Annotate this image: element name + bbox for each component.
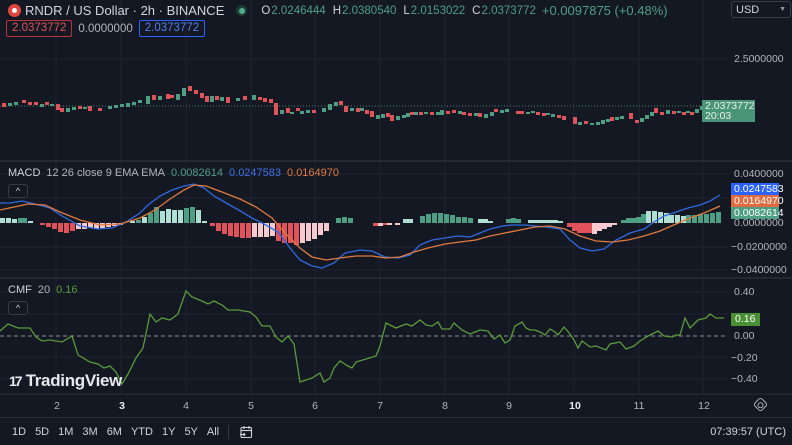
macd-axis-label: 0.0000000 — [734, 217, 784, 229]
last-price: 2.0373772 — [705, 100, 755, 112]
chevron-up-icon: ^ — [15, 303, 21, 313]
last-price-tag: 2.0373772 20:03 — [702, 100, 755, 122]
tradingview-wordmark: TradingView — [25, 371, 123, 390]
time-axis-label: 8 — [442, 400, 448, 412]
macd-legend[interactable]: MACD 12 26 close 9 EMA EMA 0.0082614 0.0… — [8, 167, 339, 179]
chevron-down-icon: ▼ — [779, 6, 786, 13]
sell-button[interactable]: 2.0373772 — [6, 20, 73, 37]
time-axis-label: 6 — [312, 400, 318, 412]
cmf-value-tag: 0.16 — [731, 313, 760, 326]
macd-line-value: 0.0247583 — [229, 167, 282, 179]
time-axis-label: 3 — [119, 400, 125, 412]
time-axis-label: 11 — [633, 400, 645, 412]
open-value: 2.0246444 — [271, 4, 326, 17]
cmf-params: 20 — [37, 284, 51, 296]
time-axis[interactable]: 2 3 4 5 6 7 8 9 10 11 12 — [0, 395, 792, 415]
macd-axis-label: −0.0400000 — [731, 264, 787, 276]
time-axis-label: 12 — [698, 400, 710, 412]
macd-collapse-button[interactable]: ^ — [8, 184, 28, 198]
toolbar-divider — [228, 424, 230, 439]
cmf-title: CMF — [8, 284, 32, 296]
range-3m-button[interactable]: 3M — [82, 425, 98, 438]
ohlc-values: O2.0246444 H2.0380540 L2.0153022 C2.0373… — [261, 5, 535, 17]
range-1d-button[interactable]: 1D — [12, 425, 27, 438]
histogram-tag: 0.0082614 — [731, 207, 784, 219]
range-6m-button[interactable]: 6M — [106, 425, 122, 438]
utc-clock[interactable]: 07:39:57 (UTC) — [710, 426, 786, 438]
macd-histogram — [0, 207, 721, 245]
buy-button[interactable]: 2.0373772 — [138, 20, 206, 37]
macd-params: 12 26 close 9 EMA EMA — [46, 167, 166, 179]
price-change: +0.0097875 (+0.48%) — [541, 3, 668, 18]
range-5y-button[interactable]: 5Y — [184, 425, 198, 438]
low-key: L — [403, 4, 410, 17]
time-axis-label: 7 — [377, 400, 383, 412]
tradingview-logo: 17 TradingView — [9, 371, 122, 391]
currency-value: USD — [736, 3, 760, 16]
macd-line-tag: 0.0247583 — [731, 183, 784, 195]
low-value: 2.0153022 — [410, 4, 466, 17]
cmf-axis-label: −0.40 — [731, 373, 758, 385]
cmf-legend[interactable]: CMF 20 0.16 — [8, 284, 78, 296]
macd-signal-value: 0.0164970 — [287, 167, 340, 179]
high-value: 2.0380540 — [342, 4, 397, 17]
macd-title: MACD — [8, 167, 41, 179]
cmf-collapse-button[interactable]: ^ — [8, 301, 28, 315]
open-key: O — [261, 4, 271, 17]
range-5d-button[interactable]: 5D — [35, 425, 50, 438]
macd-axis-label: 0.0400000 — [734, 168, 784, 180]
range-all-button[interactable]: All — [206, 425, 220, 438]
time-axis-label: 5 — [248, 400, 254, 412]
time-axis-label: 2 — [54, 400, 60, 412]
candlesticks — [2, 86, 723, 125]
symbol-logo-icon — [8, 4, 21, 17]
cmf-line — [0, 289, 724, 386]
range-1m-button[interactable]: 1M — [58, 425, 74, 438]
range-1y-button[interactable]: 1Y — [161, 425, 176, 438]
range-ytd-button[interactable]: YTD — [130, 425, 153, 438]
macd-histogram-value: 0.0082614 — [171, 167, 224, 179]
time-axis-label: 4 — [183, 400, 189, 412]
time-axis-label: 10 — [569, 400, 581, 412]
symbol-legend[interactable]: RNDR / US Dollar · 2h · BINANCE O2.02464… — [8, 3, 668, 18]
bottom-toolbar: 1D 5D 1M 3M 6M YTD 1Y 5Y All 07:39:57 (U… — [0, 417, 792, 445]
close-value: 2.0373772 — [481, 4, 536, 17]
signal-line — [0, 184, 721, 261]
cmf-axis-label: 0.00 — [734, 330, 755, 342]
go-to-date-calendar-icon[interactable] — [239, 425, 253, 439]
time-axis-label: 9 — [506, 400, 512, 412]
currency-select[interactable]: USD ▼ — [731, 1, 791, 18]
high-key: H — [332, 4, 342, 17]
trade-buttons: 2.0373772 0.0000000 2.0373772 — [6, 20, 206, 37]
bar-countdown: 20:03 — [705, 110, 732, 122]
macd-line — [0, 183, 721, 269]
market-open-status-icon — [236, 5, 248, 16]
spread-value: 0.0000000 — [78, 22, 133, 35]
close-key: C — [472, 4, 481, 17]
tradingview-mark-icon: 17 — [9, 373, 23, 389]
cmf-value: 0.16 — [56, 284, 78, 296]
macd-axis-label: −0.0200000 — [731, 241, 787, 253]
price-axis-label: 2.5000000 — [734, 53, 784, 65]
cmf-axis-label: 0.40 — [734, 286, 755, 298]
cmf-axis-label: −0.20 — [731, 352, 758, 364]
signal-line-tag: 0.0164970 — [731, 195, 784, 207]
chevron-up-icon: ^ — [15, 186, 21, 196]
symbol-title[interactable]: RNDR / US Dollar · 2h · BINANCE — [25, 3, 225, 18]
